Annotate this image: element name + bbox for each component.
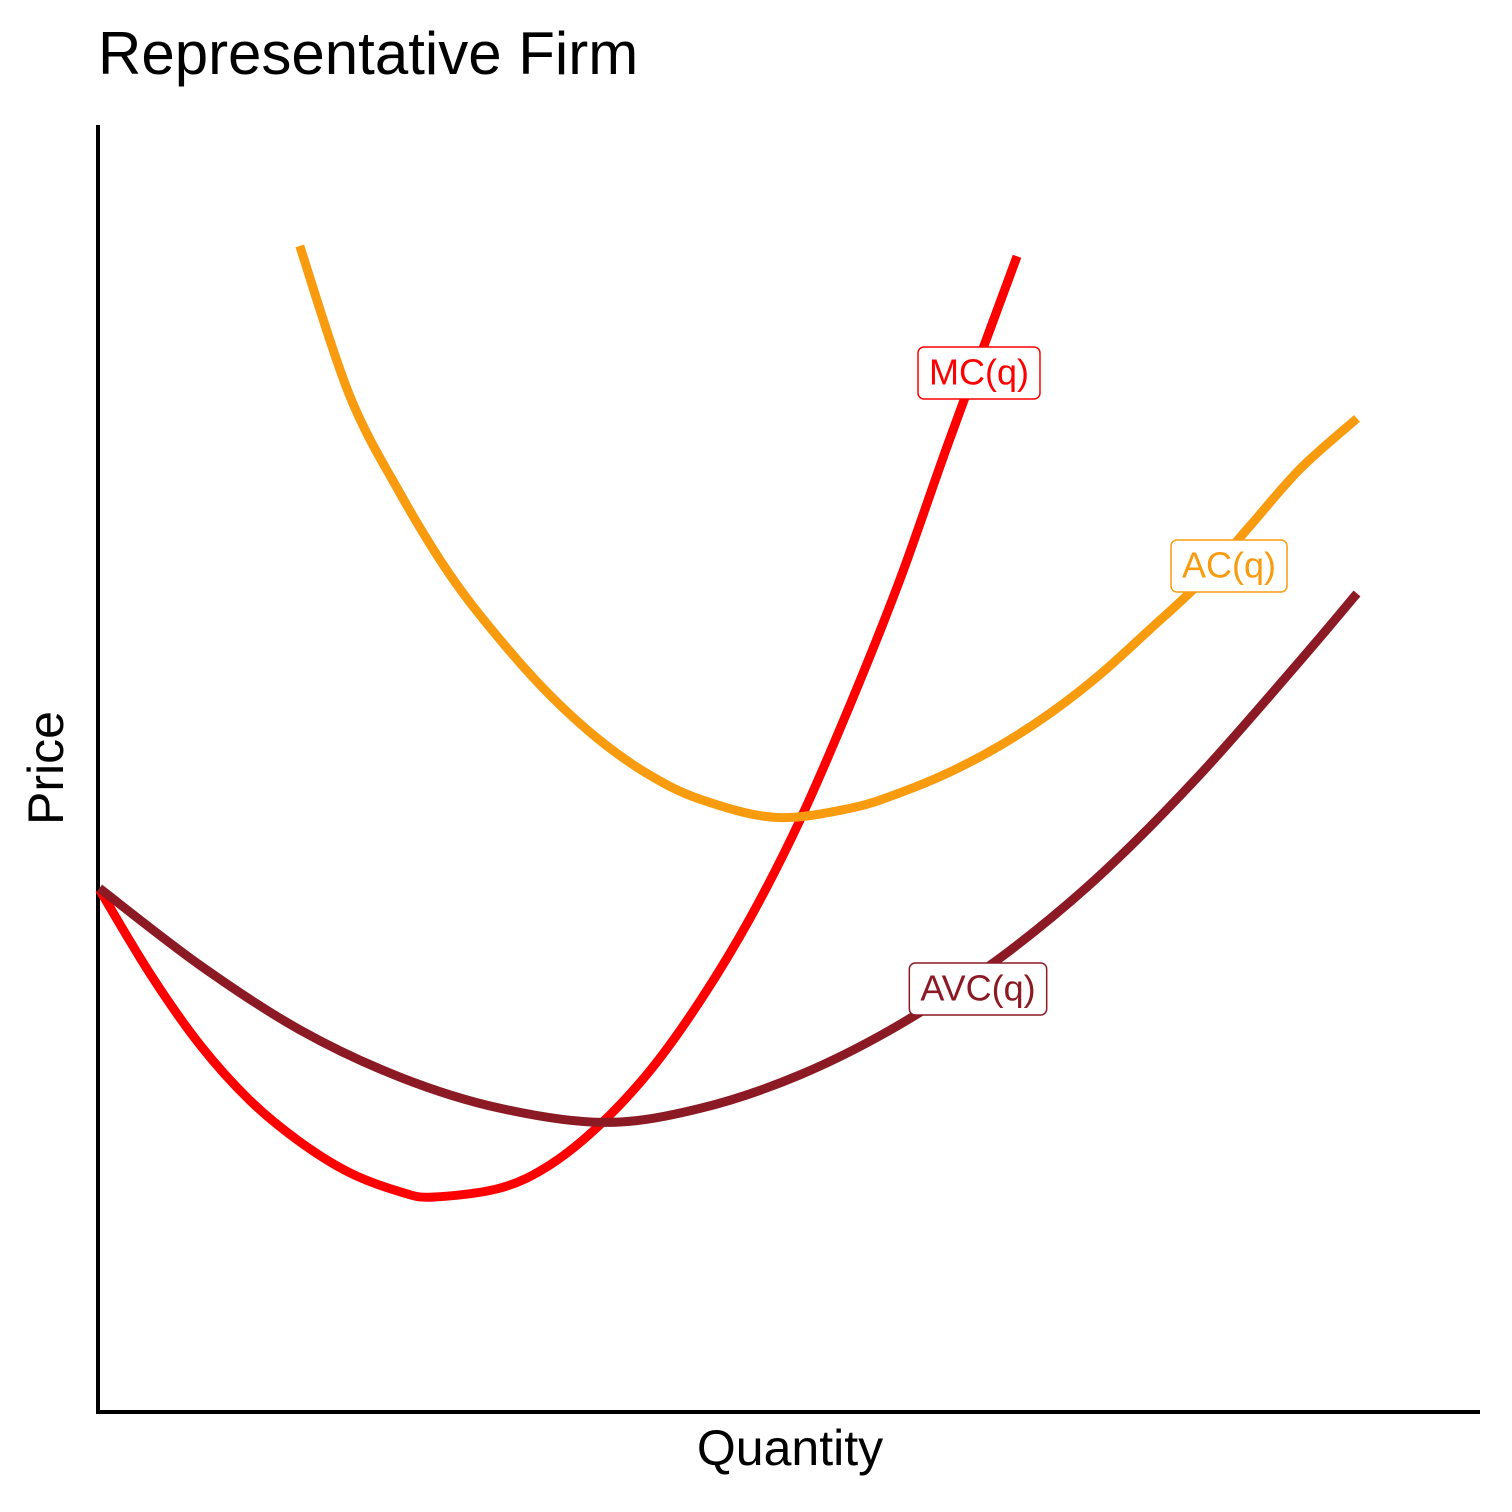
- chart-title: Representative Firm: [98, 20, 638, 87]
- x-axis-label: Quantity: [697, 1420, 883, 1476]
- y-axis-label: Price: [18, 711, 74, 825]
- curve-label: AC(q): [1182, 545, 1276, 586]
- cost-curve: [295, 244, 1360, 823]
- curve-label-box: [1170, 539, 1288, 593]
- curve-label-box: [917, 346, 1041, 400]
- curve-label-box: [908, 962, 1048, 1016]
- curve-label: MC(q): [929, 352, 1029, 393]
- cost-curve: [95, 254, 1022, 1202]
- curve-label: AVC(q): [920, 968, 1035, 1009]
- cost-curve: [96, 590, 1361, 1127]
